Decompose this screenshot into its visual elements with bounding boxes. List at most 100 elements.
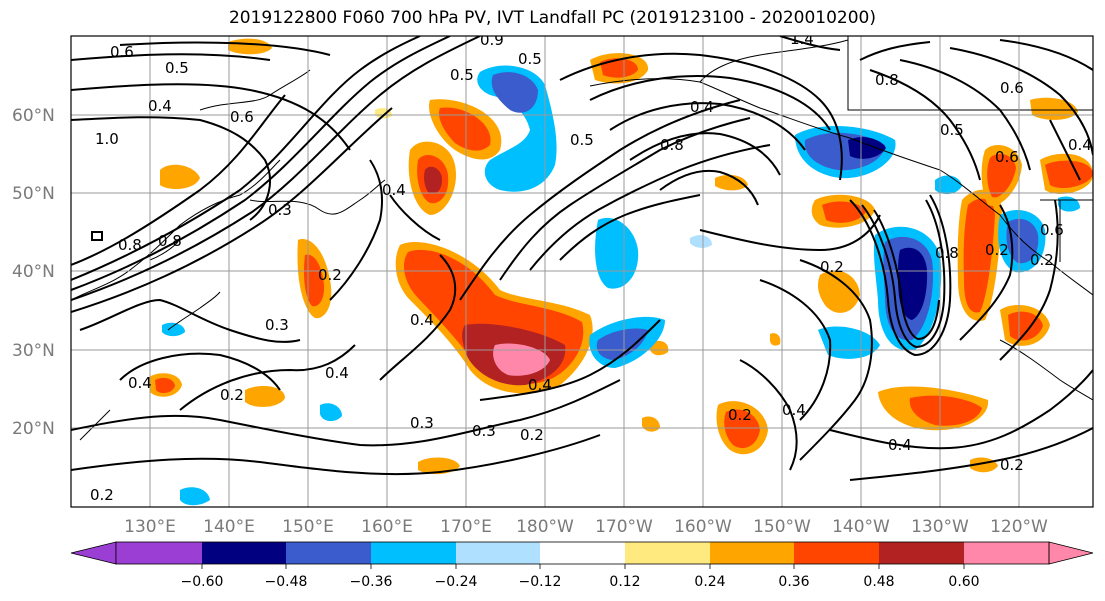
contour-label: 0.9: [480, 31, 504, 49]
map-frame: [70, 35, 1094, 508]
contour-label: 0.2: [728, 406, 752, 424]
contour-label: 0.8: [660, 136, 684, 154]
fill-negative-region: [180, 487, 210, 506]
fill-positive-region: [600, 58, 638, 78]
colorbar-swatch: [794, 542, 879, 564]
fill-positive-region: [439, 107, 491, 151]
fill-positive-region: [724, 409, 760, 449]
contour-label: 0.4: [410, 311, 434, 329]
contour-label: 0.6: [1040, 221, 1064, 239]
colorbar-swatch: [286, 542, 371, 564]
colorbar-swatch: [964, 542, 1049, 564]
colorbar-swatch: [456, 542, 540, 564]
contour-label: 0.5: [450, 66, 474, 84]
colorbar-swatch: [540, 542, 625, 564]
fill-negative-region: [162, 322, 185, 337]
lat-label: 60°N: [12, 106, 55, 126]
fill-positive-region: [303, 254, 325, 307]
lon-label: 120°W: [990, 517, 1048, 537]
contour-label: 1.0: [95, 130, 119, 148]
fill-positive-region: [160, 164, 200, 190]
fill-positive-region: [493, 343, 550, 376]
contour-label: 0.3: [410, 414, 434, 432]
lon-label: 140°E: [203, 517, 255, 537]
contour-label: 0.3: [265, 316, 289, 334]
contour-label: 0.4: [325, 364, 349, 382]
contour-label: 0.2: [220, 386, 244, 404]
fill-positive-region: [769, 333, 781, 346]
fill-positive-region: [155, 378, 175, 394]
contour-label: 0.5: [518, 50, 542, 68]
colorbar-tick-label: −0.36: [350, 574, 393, 590]
colorbar-tick-label: 0.60: [948, 574, 979, 590]
fill-positive-region: [909, 395, 982, 426]
colorbar-swatch: [710, 542, 794, 564]
colorbar-tick-label: −0.24: [435, 574, 478, 590]
contour-label: 0.2: [1000, 456, 1024, 474]
colorbar-tick-label: 0.24: [694, 574, 725, 590]
fill-positive-region: [1008, 311, 1043, 341]
contour-label: 0.4: [528, 376, 552, 394]
fill-positive-region: [1045, 160, 1093, 189]
colorbar-min-extend: [70, 541, 117, 565]
colorbar-tick-label: −0.60: [181, 574, 224, 590]
longitude-labels: 130°E 140°E 150°E 160°E 170°E 180°W 170°…: [124, 517, 1048, 537]
lon-label: 170°W: [595, 517, 653, 537]
map-title: 2019122800 F060 700 hPa PV, IVT Landfall…: [228, 8, 876, 28]
lon-label: 150°E: [282, 517, 334, 537]
contour-label: 0.2: [985, 241, 1009, 259]
fill-positive-region: [424, 166, 442, 194]
contour-label: 0.2: [318, 266, 342, 284]
contour-label: 0.5: [570, 131, 594, 149]
lon-label: 160°E: [361, 517, 413, 537]
colorbar-max-extend: [1048, 541, 1094, 565]
contour-label: 0.2: [820, 258, 844, 276]
fill-negative-region: [320, 403, 342, 422]
contour-label: 0.3: [472, 422, 496, 440]
lon-label: 170°E: [440, 517, 492, 537]
colorbar-swatch: [371, 542, 456, 564]
contour-label: 0.6: [1000, 79, 1024, 97]
lon-label: 140°W: [832, 517, 890, 537]
fill-negative-region: [690, 235, 712, 248]
contour-label: 0.4: [382, 181, 406, 199]
lat-label: 30°N: [12, 341, 55, 361]
fill-negative-region: [596, 328, 648, 360]
fill-positive-region: [715, 174, 748, 191]
contour-label: 0.2: [90, 486, 114, 504]
fill-positive-region: [650, 340, 669, 356]
colorbar-swatch: [116, 542, 202, 564]
lon-label: 160°W: [674, 517, 732, 537]
lon-label: 130°W: [911, 517, 969, 537]
fill-positive-region: [245, 386, 285, 407]
contour-label: 0.3: [268, 201, 292, 219]
contour-label: 0.6: [110, 43, 134, 61]
contour-labels: 0.6 0.5 0.4 1.0 0.6 0.8 0.8 0.3 0.4 0.2 …: [90, 30, 1092, 504]
lat-label: 50°N: [12, 184, 55, 204]
contour-label: 0.8: [118, 236, 142, 254]
colorbar-tick-label: 0.48: [863, 574, 894, 590]
fill-negative-region: [491, 72, 538, 113]
contour-label: 0.2: [520, 426, 544, 444]
fill-negative-region: [848, 137, 886, 159]
contour-label: 0.4: [690, 98, 714, 116]
contour-label: 0.6: [995, 148, 1019, 166]
contour-label: 0.4: [1068, 136, 1092, 154]
latitude-labels: 60°N 50°N 40°N 30°N 20°N: [12, 106, 55, 439]
fill-positive-region: [817, 270, 860, 313]
lon-label: 180°W: [516, 517, 574, 537]
contour-label: 0.6: [230, 108, 254, 126]
contour-label: 0.4: [148, 97, 172, 115]
contour-label: 0.2: [1030, 251, 1054, 269]
fill-positive-region: [1030, 97, 1078, 120]
contour-label: 0.4: [782, 401, 806, 419]
contour-label: 0.5: [940, 121, 964, 139]
colorbar: −0.60 −0.48 −0.36 −0.24 −0.12 0.12 0.24 …: [70, 541, 1094, 590]
contour-label: 0.4: [888, 436, 912, 454]
colorbar-tick-label: 0.36: [778, 574, 809, 590]
contour-label: 0.8: [875, 71, 899, 89]
fill-positive-region: [987, 153, 1016, 198]
contour-label: 1.4: [790, 30, 814, 48]
lon-label: 150°W: [753, 517, 811, 537]
